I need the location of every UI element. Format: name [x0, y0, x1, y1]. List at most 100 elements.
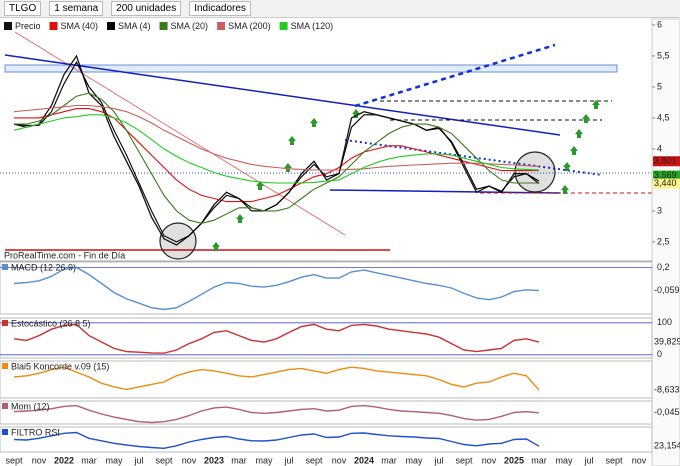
x-tick-label: nov [482, 455, 497, 465]
line [13, 54, 540, 246]
panel-title: Mom (12) [11, 401, 50, 411]
arrow [212, 242, 220, 251]
indicators[interactable]: Indicadores [189, 1, 251, 16]
x-tick-label: mar [231, 455, 247, 465]
panel-frame [0, 400, 653, 425]
legend-label: Precio [15, 21, 41, 31]
line [14, 108, 539, 203]
line [13, 104, 540, 171]
title-bg [2, 403, 8, 409]
y-tick-label: 3 [657, 205, 662, 215]
x-tick-label: sept [455, 455, 473, 465]
panel-title: Estocástico (26 8 5) [11, 318, 91, 328]
x-tick-label: mar [531, 455, 547, 465]
legend-label: SMA (120) [291, 21, 334, 31]
last-value-label: -0,059 [654, 285, 680, 295]
symbol[interactable]: TLGO [4, 1, 42, 16]
panel-frame [0, 360, 653, 399]
arrow [570, 146, 578, 155]
legend-swatch [49, 22, 58, 30]
y-tick-label: 4 [657, 143, 662, 153]
legend-swatch [217, 22, 226, 30]
arrow [288, 136, 296, 145]
panel-frame [0, 426, 653, 453]
trendline [14, 31, 346, 236]
x-tick-label: may [405, 455, 423, 465]
legend-swatch [279, 22, 288, 30]
arrow [592, 100, 600, 109]
arrow [582, 114, 590, 123]
x-tick-label: sept [305, 455, 323, 465]
toolbar: TLGO 1 semana 200 unidades Indicadores [0, 0, 680, 18]
y-tick-label: 6 [657, 19, 662, 29]
x-tick-label: 2024 [354, 455, 374, 465]
legend-swatch [159, 22, 168, 30]
panel-frame [0, 317, 653, 359]
price-marker-label: 3,801 [654, 156, 677, 166]
legend-label: SMA (200) [228, 21, 271, 31]
zone [4, 64, 618, 73]
highlight [514, 151, 556, 193]
line [13, 431, 540, 450]
line [13, 266, 540, 311]
title-bg [2, 429, 8, 435]
y-tick-label: 2,5 [657, 236, 670, 246]
arrow [563, 162, 571, 171]
projection [344, 139, 603, 176]
x-tick-label: sept [605, 455, 623, 465]
legend-swatch [107, 22, 116, 30]
x-tick-label: nov [332, 455, 347, 465]
interval[interactable]: 1 semana [49, 1, 104, 16]
line [13, 114, 540, 184]
x-tick-label: jul [283, 455, 293, 465]
x-tick-label: may [255, 455, 273, 465]
arrow [236, 214, 244, 223]
y-tick-label: 100 [657, 317, 672, 327]
x-tick-label: may [105, 455, 123, 465]
title-bg [2, 363, 8, 369]
x-tick-label: nov [32, 455, 47, 465]
source: ProRealTime.com - Fin de Día [4, 250, 125, 260]
indicator-panel: Mom (12) -0,045 [0, 400, 680, 425]
x-tick-label: 2023 [204, 455, 224, 465]
price-marker [653, 156, 680, 167]
arrows [212, 100, 600, 251]
legend-label: SMA (20) [171, 21, 209, 31]
last-value-label: -0,045 [654, 407, 680, 417]
trendline [329, 189, 561, 194]
indicator-panel: 0,2 MACD (12 26 9) -0,059 [0, 261, 680, 315]
arrow [561, 185, 569, 194]
x-tick-label: may [555, 455, 573, 465]
x-tick-label: jul [433, 455, 443, 465]
arrow [352, 109, 360, 118]
drawings [0, 31, 652, 260]
y-tick-label: 0,2 [657, 262, 670, 272]
projection [354, 43, 556, 108]
x-tick-label: jul [133, 455, 143, 465]
y-tick-label: 0 [657, 349, 662, 359]
line [14, 92, 539, 224]
x-tick-label: sept [155, 455, 173, 465]
price-marker [653, 170, 680, 181]
trendline [4, 54, 561, 136]
units[interactable]: 200 unidades [111, 1, 182, 16]
panel-title: Blai5 Koncorde v.09 (15) [11, 361, 109, 371]
y-tick-label: 5 [657, 81, 662, 91]
legend-swatch [4, 22, 12, 30]
x-tick-label: nov [632, 455, 647, 465]
arrow [575, 129, 583, 138]
x-tick-label: 2025 [504, 455, 524, 465]
arrow [256, 181, 264, 190]
line [13, 404, 540, 424]
panel-title: MACD (12 26 9) [11, 262, 76, 272]
last-value-label: -8,633 [654, 385, 680, 395]
line [13, 323, 540, 354]
line [13, 366, 540, 391]
y-tick-label: 5,5 [657, 50, 670, 60]
x-tick-label: mar [381, 455, 397, 465]
indicator-panel: FILTRO RSI 23,154 [0, 426, 680, 453]
axis-strip [651, 18, 680, 466]
price-marker-label: 3,440 [654, 178, 677, 188]
